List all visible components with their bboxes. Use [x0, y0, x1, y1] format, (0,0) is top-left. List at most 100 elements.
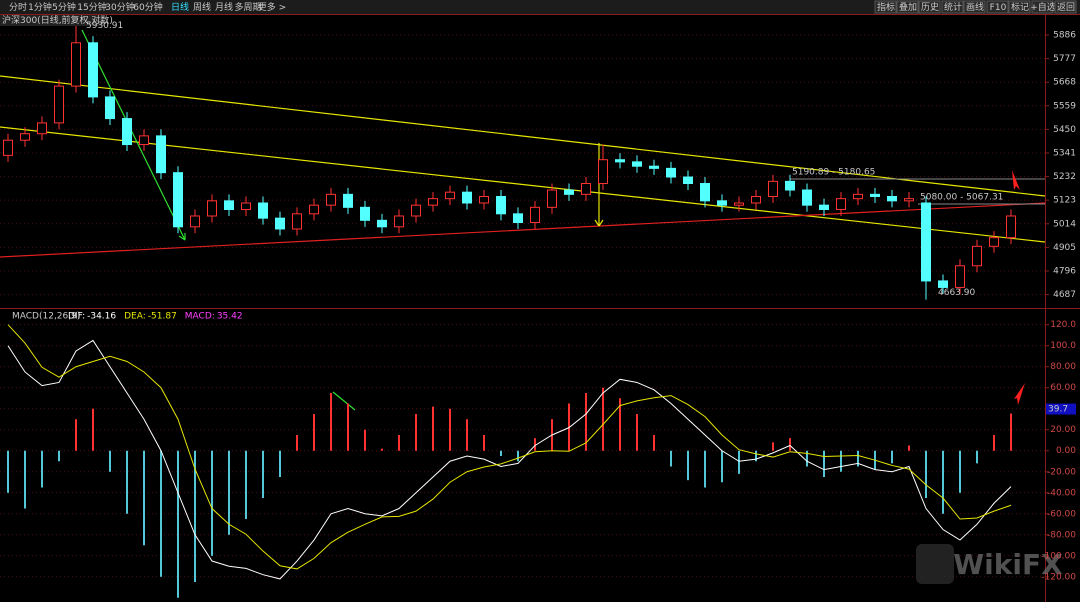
arrow-head: [178, 233, 186, 241]
toolbar-button[interactable]: 月线: [215, 1, 233, 13]
toolbar-button[interactable]: 15分钟: [77, 1, 106, 13]
candle-body: [37, 122, 47, 135]
marks: [3, 25, 1016, 598]
y-tick-label: 5668: [1053, 78, 1076, 88]
toolbar-button-bg[interactable]: [1008, 0, 1031, 14]
toolbar-button-bg[interactable]: [1054, 0, 1077, 14]
toolbar-button-bg[interactable]: [963, 0, 986, 14]
candle-body: [802, 189, 812, 206]
toolbar-button[interactable]: +自选: [1030, 1, 1056, 13]
candle-body: [173, 172, 183, 228]
y-tick-label: 5450: [1053, 125, 1076, 135]
toolbar-button[interactable]: 30分钟: [105, 1, 134, 13]
toolbar-button[interactable]: 标记: [1011, 1, 1029, 13]
toolbar-button-bg[interactable]: [941, 0, 964, 14]
legend-label: DIF:: [68, 312, 85, 322]
toolbar-button[interactable]: 返回: [1057, 1, 1075, 13]
grid: [0, 34, 1045, 578]
y-tick-label: 60.00: [1050, 383, 1076, 393]
candle-body: [71, 42, 81, 87]
candle-body: [870, 193, 880, 198]
current-value: 39.7: [1048, 405, 1068, 415]
y-tick-label: 5123: [1053, 196, 1076, 206]
toolbar-button[interactable]: 更多 >: [258, 1, 286, 13]
toolbar-button-bg[interactable]: [874, 0, 897, 14]
annotation: 4663.90: [938, 288, 975, 298]
toolbar-button[interactable]: 历史: [921, 1, 939, 13]
legend-value: 35.42: [217, 312, 243, 322]
candle-body: [598, 159, 608, 185]
arrow: [81, 29, 186, 241]
candle-body: [904, 198, 914, 202]
candle-body: [564, 189, 574, 195]
candle-body: [530, 206, 540, 223]
toolbar-button[interactable]: 日线: [171, 1, 189, 13]
toolbar-button-bg[interactable]: [1031, 0, 1054, 14]
y-tick-label: 4796: [1053, 266, 1076, 276]
candle-body: [989, 237, 999, 247]
y-tick-label: 5232: [1053, 172, 1076, 182]
trend-line: [0, 126, 1046, 243]
candle-body: [649, 165, 659, 169]
toolbar-button[interactable]: 叠加: [899, 2, 917, 13]
candle-body: [853, 193, 863, 200]
toolbar-button-bg[interactable]: [918, 0, 941, 14]
trend-line: [0, 75, 1046, 197]
y-tick-label: 0.00: [1056, 446, 1076, 456]
candle-body: [785, 180, 795, 191]
toolbar-button[interactable]: 60分钟: [133, 1, 162, 13]
candle-body: [938, 280, 948, 288]
red-arrow: [1014, 383, 1025, 405]
candle-body: [326, 193, 336, 206]
y-tick-label: -120.00: [1041, 572, 1076, 582]
macd-line: [7, 324, 1012, 570]
y-tick-label: -20.00: [1047, 467, 1076, 477]
toolbar-button[interactable]: 多周期: [234, 1, 261, 13]
y-tick-label: 5341: [1053, 148, 1076, 158]
y-tick-label: -40.00: [1047, 488, 1076, 498]
toolbar-button[interactable]: 指标: [877, 1, 895, 13]
candle-body: [54, 85, 64, 124]
candle-body: [258, 202, 268, 219]
candle-body: [309, 204, 319, 215]
candle-body: [156, 135, 166, 174]
candle-body: [207, 200, 217, 217]
candle-body: [751, 196, 761, 204]
toolbar-button-bg[interactable]: [896, 0, 919, 14]
y-tick-label: 20.00: [1050, 425, 1076, 435]
legend-value: -34.16: [87, 312, 116, 322]
candle-body: [1006, 215, 1016, 239]
candle-body: [360, 206, 370, 221]
support-line: [0, 202, 1046, 258]
candle-body: [190, 215, 200, 228]
candle-body: [394, 215, 404, 228]
candle-body: [445, 191, 455, 200]
candle-body: [921, 202, 931, 282]
y-tick-label: -100.00: [1041, 551, 1076, 561]
toolbar-button[interactable]: 画线: [966, 1, 984, 13]
y-tick-label: 4905: [1053, 243, 1076, 253]
watermark-logo: [916, 544, 954, 584]
y-tick-label: -60.00: [1047, 509, 1076, 519]
candle-body: [462, 191, 472, 204]
y-tick-label: 5014: [1053, 219, 1076, 229]
y-tick-label: 5886: [1053, 31, 1076, 41]
candle-body: [666, 167, 676, 178]
toolbar-button[interactable]: F10: [990, 3, 1007, 13]
toolbar-button[interactable]: 1分钟: [28, 1, 52, 13]
arrow-head: [594, 219, 604, 227]
toolbar-button-bg[interactable]: [986, 0, 1009, 14]
candle-body: [734, 202, 744, 206]
arrow: [332, 391, 356, 411]
legend-label: MACD:: [185, 312, 215, 322]
title-bg: [0, 15, 104, 26]
toolbar-bg: [0, 0, 1080, 14]
y-tick-label: 4687: [1053, 290, 1076, 300]
candle-body: [105, 96, 115, 120]
toolbar-button[interactable]: 周线: [193, 1, 211, 13]
watermark: WikiFX: [953, 548, 1063, 581]
toolbar-button[interactable]: 5分钟: [52, 1, 76, 13]
toolbar-button[interactable]: 统计: [944, 1, 962, 13]
toolbar-button[interactable]: 分时: [9, 1, 27, 13]
